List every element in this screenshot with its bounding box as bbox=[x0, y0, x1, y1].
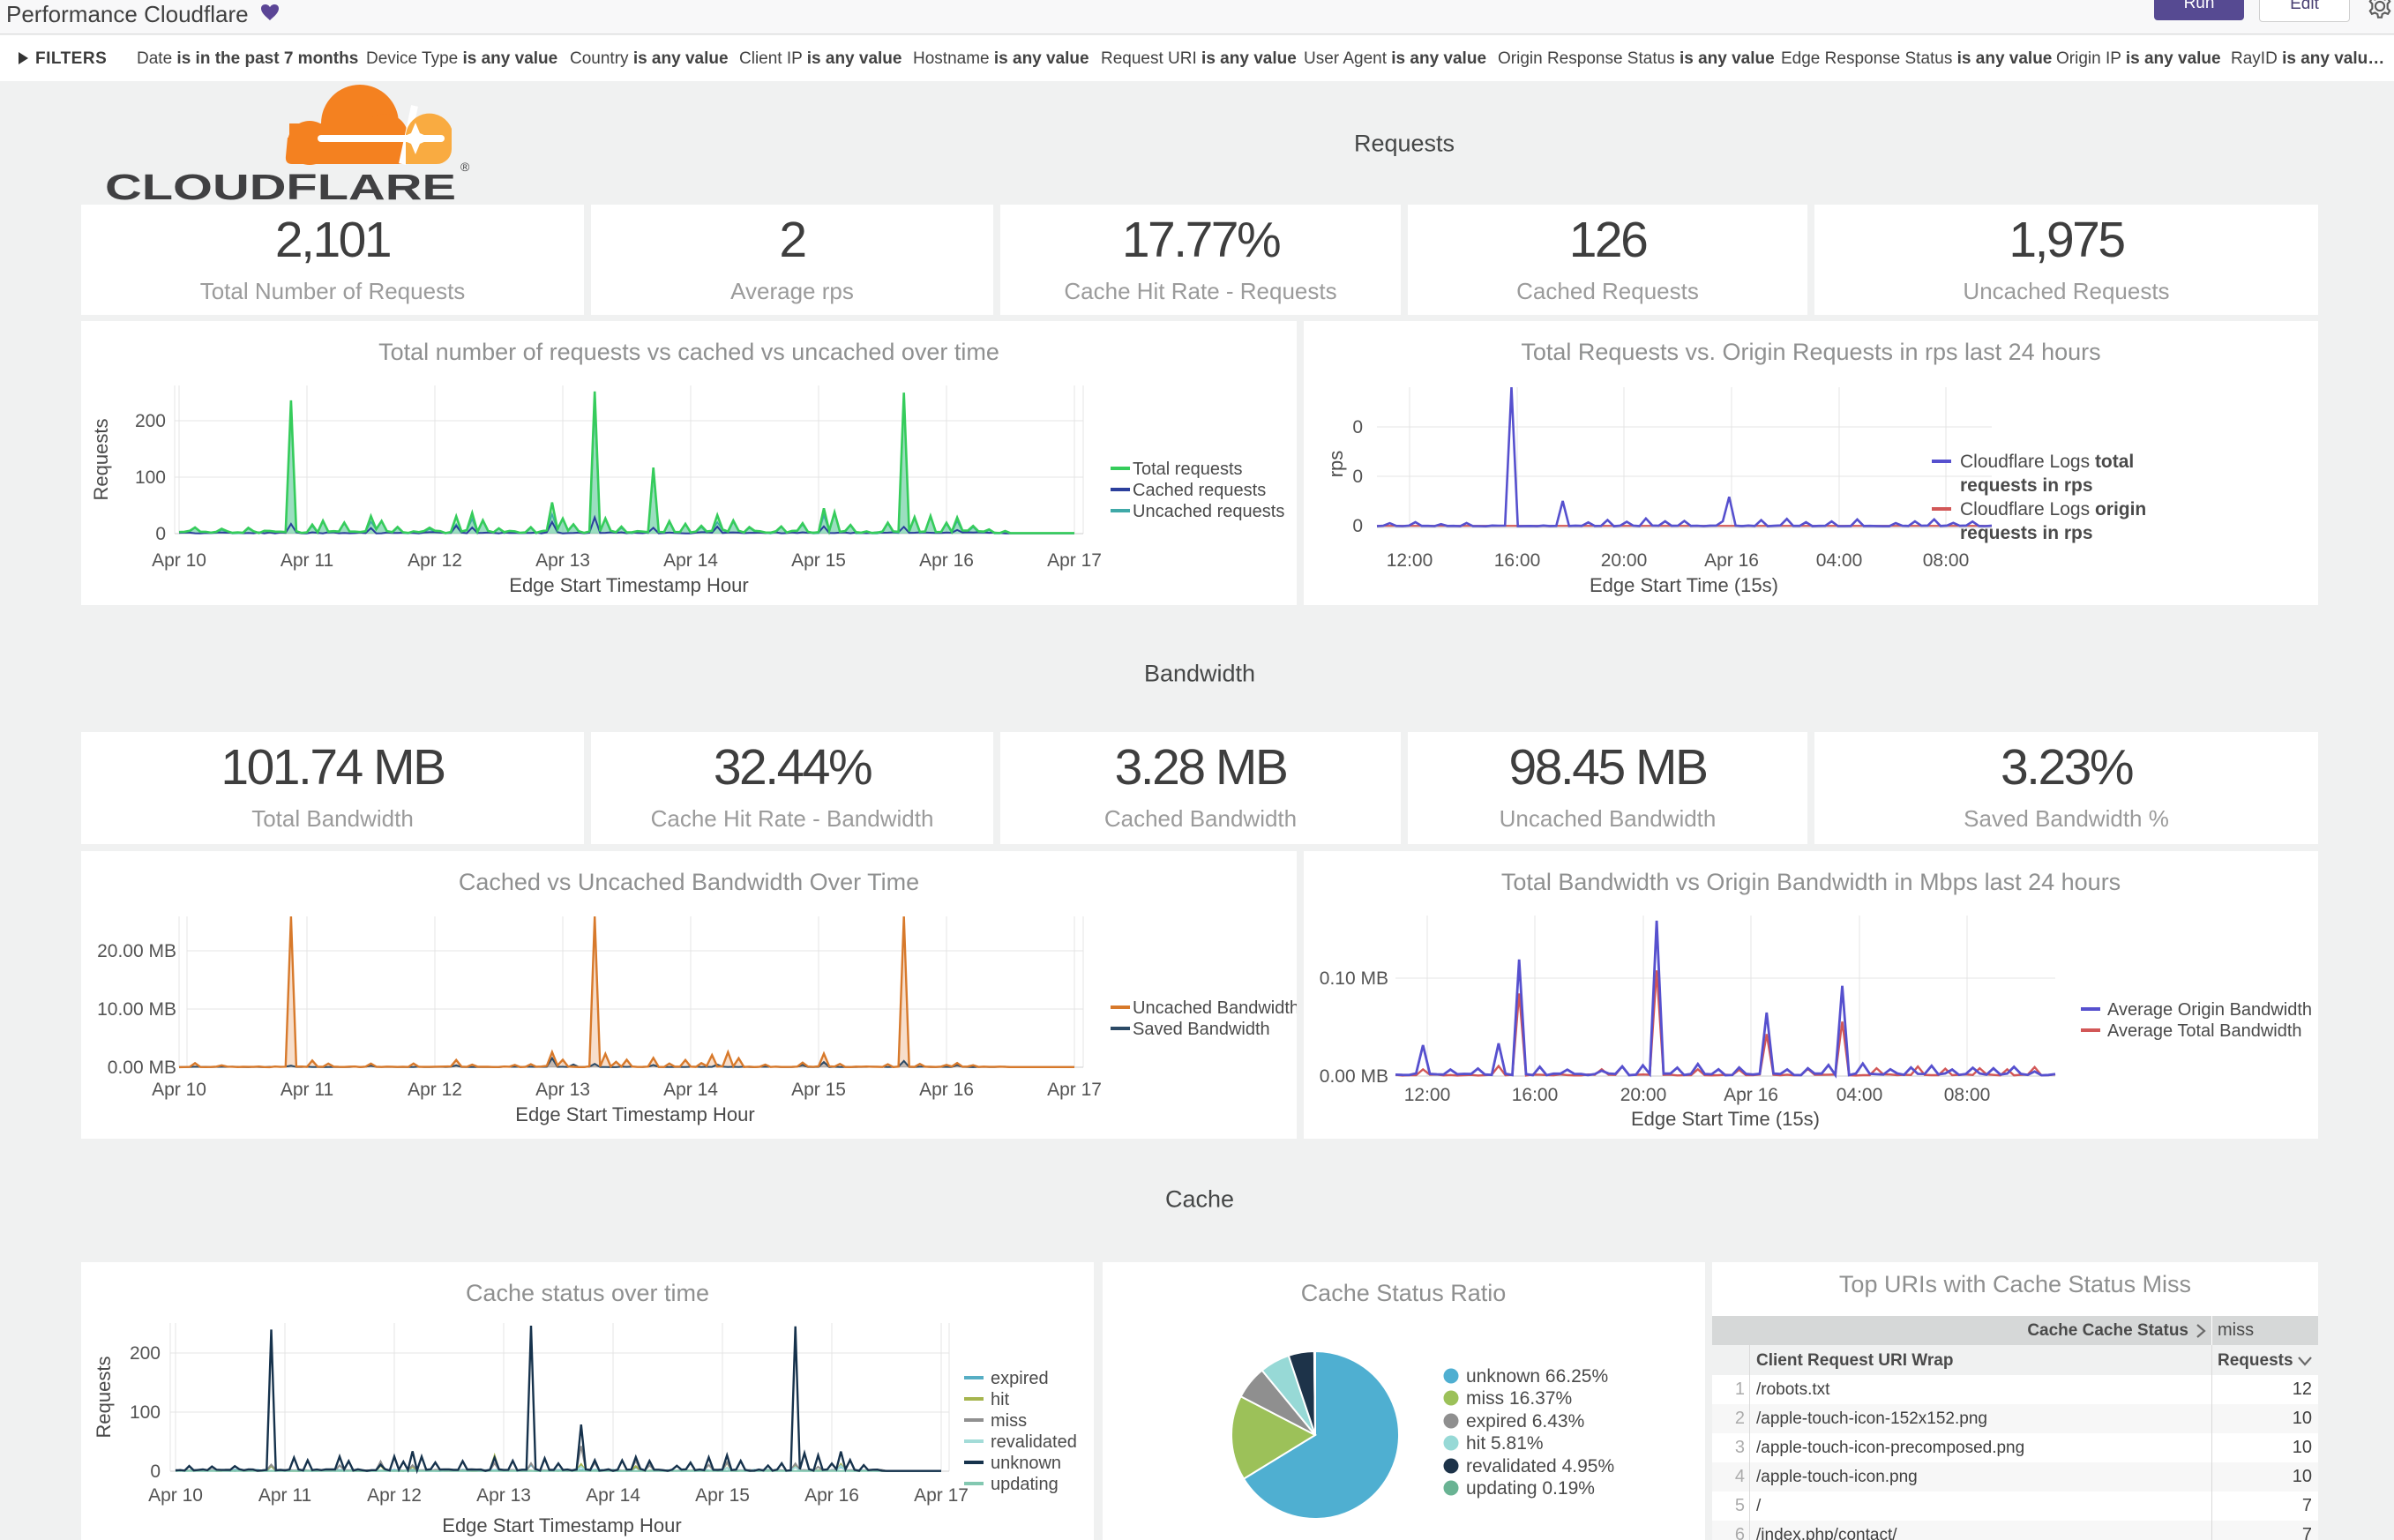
svg-text:Apr 17: Apr 17 bbox=[914, 1485, 969, 1506]
svg-text:Requests: Requests bbox=[93, 1357, 115, 1439]
svg-text:Apr 11: Apr 11 bbox=[258, 1485, 311, 1506]
svg-text:Apr 17: Apr 17 bbox=[1047, 550, 1102, 571]
svg-text:Apr 15: Apr 15 bbox=[791, 550, 846, 571]
svg-text:100: 100 bbox=[135, 467, 166, 488]
svg-text:Cache status over time: Cache status over time bbox=[466, 1280, 709, 1306]
svg-text:Edge Start Timestamp Hour: Edge Start Timestamp Hour bbox=[442, 1514, 681, 1536]
svg-text:Apr 14: Apr 14 bbox=[586, 1485, 640, 1506]
svg-text:®: ® bbox=[460, 160, 470, 174]
svg-text:Apr 16: Apr 16 bbox=[919, 550, 974, 571]
svg-text:16:00: 16:00 bbox=[1494, 550, 1541, 571]
svg-text:Apr 11: Apr 11 bbox=[281, 1080, 333, 1100]
svg-text:Edge Start Time (15s): Edge Start Time (15s) bbox=[1590, 574, 1778, 596]
svg-text:hit 5.81%: hit 5.81% bbox=[1466, 1433, 1544, 1454]
svg-text:12:00: 12:00 bbox=[1404, 1085, 1451, 1105]
svg-text:20:00: 20:00 bbox=[1620, 1085, 1667, 1105]
svg-text:unknown 66.25%: unknown 66.25% bbox=[1466, 1366, 1608, 1387]
svg-text:Total requests: Total requests bbox=[1133, 460, 1243, 479]
svg-text:Cloudflare Logs total: Cloudflare Logs total bbox=[1960, 452, 2134, 472]
svg-text:Cached vs Uncached Bandwidth O: Cached vs Uncached Bandwidth Over Time bbox=[459, 869, 919, 895]
svg-text:unknown: unknown bbox=[991, 1454, 1061, 1473]
svg-text:Uncached requests: Uncached requests bbox=[1133, 502, 1284, 521]
svg-text:Apr 13: Apr 13 bbox=[535, 550, 590, 571]
svg-text:200: 200 bbox=[130, 1343, 161, 1364]
svg-text:10.00 MB: 10.00 MB bbox=[97, 999, 176, 1020]
svg-text:revalidated 4.95%: revalidated 4.95% bbox=[1466, 1456, 1614, 1476]
svg-text:expired: expired bbox=[991, 1369, 1049, 1388]
svg-text:updating 0.19%: updating 0.19% bbox=[1466, 1478, 1595, 1499]
svg-text:Apr 10: Apr 10 bbox=[152, 550, 206, 571]
svg-text:CLOUDFLARE: CLOUDFLARE bbox=[105, 167, 456, 207]
svg-text:100: 100 bbox=[130, 1402, 161, 1423]
svg-text:Apr 15: Apr 15 bbox=[791, 1080, 846, 1100]
svg-text:04:00: 04:00 bbox=[1816, 550, 1863, 571]
svg-text:Saved Bandwidth: Saved Bandwidth bbox=[1133, 1020, 1270, 1039]
svg-text:expired 6.43%: expired 6.43% bbox=[1466, 1411, 1584, 1432]
svg-text:Apr 13: Apr 13 bbox=[476, 1485, 531, 1506]
svg-text:Edge Start Timestamp Hour: Edge Start Timestamp Hour bbox=[509, 574, 748, 596]
svg-text:20.00 MB: 20.00 MB bbox=[97, 941, 176, 961]
svg-text:Total number of requests vs ca: Total number of requests vs cached vs un… bbox=[378, 339, 999, 365]
svg-text:Edge Start Timestamp Hour: Edge Start Timestamp Hour bbox=[515, 1103, 754, 1125]
svg-text:08:00: 08:00 bbox=[1944, 1085, 1991, 1105]
svg-text:12:00: 12:00 bbox=[1387, 550, 1433, 571]
svg-text:0: 0 bbox=[1352, 417, 1363, 437]
svg-text:Cloudflare Logs origin: Cloudflare Logs origin bbox=[1960, 499, 2146, 520]
svg-text:16:00: 16:00 bbox=[1512, 1085, 1559, 1105]
svg-text:Total Bandwidth vs Origin Band: Total Bandwidth vs Origin Bandwidth in M… bbox=[1501, 869, 2121, 895]
svg-text:Cache Status Ratio: Cache Status Ratio bbox=[1301, 1280, 1507, 1306]
svg-text:0: 0 bbox=[150, 1462, 161, 1482]
svg-text:requests in rps: requests in rps bbox=[1960, 523, 2093, 543]
svg-text:Average Origin Bandwidth: Average Origin Bandwidth bbox=[2107, 1000, 2312, 1020]
svg-text:miss 16.37%: miss 16.37% bbox=[1466, 1388, 1572, 1409]
svg-text:Average Total Bandwidth: Average Total Bandwidth bbox=[2107, 1021, 2302, 1041]
svg-text:Apr 17: Apr 17 bbox=[1047, 1080, 1102, 1100]
svg-text:0: 0 bbox=[1352, 467, 1363, 487]
svg-text:hit: hit bbox=[991, 1390, 1010, 1409]
svg-text:Apr 13: Apr 13 bbox=[535, 1080, 590, 1100]
svg-text:Apr 14: Apr 14 bbox=[663, 550, 718, 571]
svg-text:200: 200 bbox=[135, 411, 166, 431]
svg-text:0: 0 bbox=[1352, 516, 1363, 536]
svg-text:0.10 MB: 0.10 MB bbox=[1320, 968, 1388, 989]
svg-text:0.00 MB: 0.00 MB bbox=[108, 1058, 176, 1078]
svg-text:Apr 10: Apr 10 bbox=[148, 1485, 203, 1506]
svg-text:Apr 12: Apr 12 bbox=[408, 1080, 462, 1100]
svg-text:20:00: 20:00 bbox=[1601, 550, 1648, 571]
svg-text:Uncached Bandwidth: Uncached Bandwidth bbox=[1133, 998, 1297, 1018]
svg-text:0.00 MB: 0.00 MB bbox=[1320, 1066, 1388, 1087]
svg-text:Apr 10: Apr 10 bbox=[152, 1080, 206, 1100]
svg-text:Requests: Requests bbox=[90, 419, 112, 501]
svg-text:Apr 15: Apr 15 bbox=[695, 1485, 750, 1506]
svg-text:Apr 14: Apr 14 bbox=[663, 1080, 718, 1100]
svg-text:revalidated: revalidated bbox=[991, 1432, 1077, 1452]
svg-text:Cached requests: Cached requests bbox=[1133, 481, 1266, 500]
svg-text:Apr 16: Apr 16 bbox=[804, 1485, 859, 1506]
svg-text:Apr 16: Apr 16 bbox=[1724, 1085, 1778, 1105]
svg-text:Apr 12: Apr 12 bbox=[367, 1485, 422, 1506]
svg-text:04:00: 04:00 bbox=[1837, 1085, 1883, 1105]
svg-text:0: 0 bbox=[155, 524, 166, 544]
svg-text:requests in rps: requests in rps bbox=[1960, 475, 2093, 496]
svg-text:Total Requests vs. Origin Requ: Total Requests vs. Origin Requests in rp… bbox=[1521, 339, 2100, 365]
svg-text:updating: updating bbox=[991, 1475, 1059, 1494]
svg-text:Apr 16: Apr 16 bbox=[919, 1080, 974, 1100]
svg-text:08:00: 08:00 bbox=[1923, 550, 1970, 571]
svg-text:Apr 16: Apr 16 bbox=[1704, 550, 1759, 571]
svg-text:miss: miss bbox=[991, 1411, 1027, 1431]
svg-text:Apr 12: Apr 12 bbox=[408, 550, 462, 571]
svg-text:Apr 11: Apr 11 bbox=[281, 550, 333, 571]
svg-text:rps: rps bbox=[1325, 451, 1347, 478]
svg-text:Edge Start Time (15s): Edge Start Time (15s) bbox=[1631, 1108, 1820, 1130]
